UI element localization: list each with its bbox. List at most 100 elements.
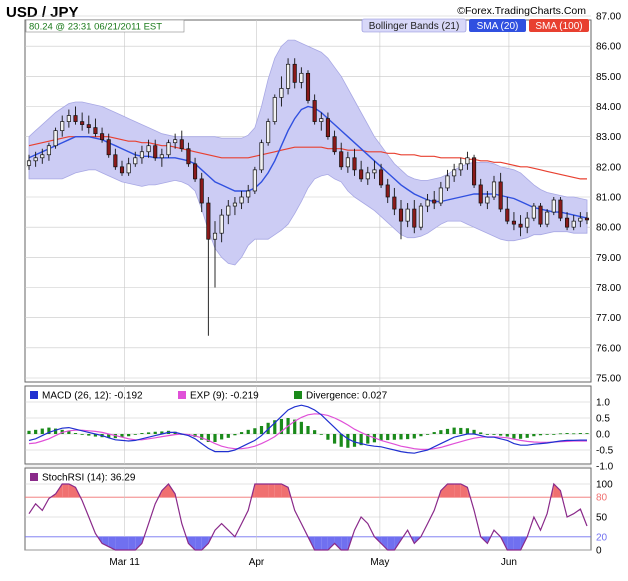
overbought-fill [447, 484, 455, 498]
price-y-axis: 75.00 76.00 77.00 78.00 79.00 80.00 81.00 82.00… [596, 12, 621, 385]
candle [286, 58, 291, 95]
candle-body-up [166, 142, 171, 156]
oversold-fill [321, 536, 328, 550]
divergence-bar [432, 432, 436, 434]
candle-body-up [266, 121, 271, 144]
divergence-bar [200, 434, 204, 440]
divergence-bar [452, 427, 456, 434]
stoch-zone-fills [50, 484, 563, 550]
candle [472, 154, 477, 188]
divergence-bar [425, 434, 430, 435]
candle [305, 70, 311, 104]
candle-body-down [558, 199, 563, 219]
macd-legend-swatch [30, 391, 38, 399]
divergence-legend-swatch [294, 391, 302, 399]
candle [438, 181, 443, 207]
candle [319, 112, 324, 131]
candle [312, 94, 317, 125]
overbought-fill [62, 484, 69, 498]
candle [119, 160, 125, 176]
overbought-fill [254, 484, 262, 498]
x-axis-label: Mar 11 [109, 557, 140, 568]
candle [458, 157, 463, 176]
divergence-bar [153, 431, 157, 434]
oversold-fill [381, 536, 388, 550]
candle-body-down [511, 220, 516, 225]
candle [465, 151, 470, 170]
divergence-bar [146, 432, 151, 434]
candle-body-up [60, 121, 65, 131]
macd-panel-frame [24, 385, 592, 465]
candle [199, 172, 204, 213]
candle-body-down [73, 115, 78, 122]
candle-body-up [299, 72, 304, 83]
divergence-bar [399, 434, 403, 440]
candle-body-down [186, 148, 191, 165]
candle-body-up [259, 142, 264, 171]
candle-body-up [551, 199, 556, 213]
oversold-fill [513, 536, 521, 550]
candle-body-up [458, 163, 463, 171]
candle [139, 145, 144, 164]
divergence-bar [93, 434, 98, 437]
oversold-fill [128, 536, 136, 550]
candle [226, 200, 231, 225]
candle [379, 163, 384, 188]
candle-body-down [379, 169, 384, 186]
divergence-bar [273, 420, 277, 434]
divergence-bar [459, 427, 463, 434]
candle-body-down [392, 196, 397, 210]
candle-body-up [133, 157, 138, 165]
divergence-bar [505, 434, 509, 437]
divergence-bar [306, 426, 310, 434]
exp-legend-label: EXP (9): -0.219 [190, 391, 259, 402]
candle [166, 139, 171, 158]
price-panel: 75.00 76.00 77.00 78.00 79.00 80.00 81.00 82.00… [24, 12, 621, 385]
candle-body-up [286, 63, 291, 89]
candle-body-up [279, 88, 284, 98]
oversold-fill [195, 536, 202, 550]
macd-y-axis: -1.0 -0.5 0.0 0.5 1.0 [596, 398, 614, 473]
candle-body-up [33, 157, 38, 162]
price-tick-label: 76.00 [596, 343, 621, 354]
candle-body-up [545, 211, 550, 225]
candle-body-down [93, 127, 98, 135]
candle-body-up [246, 190, 251, 198]
stoch-tick-label: 80 [596, 493, 608, 504]
divergence-bar [406, 434, 410, 440]
price-tick-label: 81.00 [596, 193, 621, 204]
overbought-fill [281, 484, 289, 498]
candle [412, 200, 417, 234]
legend-sma100-label: SMA (100) [535, 21, 582, 32]
oversold-fill [201, 536, 209, 550]
divergence-bar [40, 428, 44, 434]
candle-body-up [239, 196, 244, 204]
candle-body-up [53, 130, 58, 147]
candle-body-down [86, 124, 91, 128]
legend-bb-label: Bollinger Bands (21) [369, 21, 460, 32]
candle [146, 139, 151, 158]
divergence-bar [293, 419, 297, 434]
candle-body-up [219, 214, 224, 234]
candle [392, 187, 397, 216]
divergence-bar [53, 428, 58, 434]
candle-body-up [173, 139, 178, 144]
oversold-fill [115, 536, 122, 550]
candle [179, 130, 184, 152]
candle [73, 106, 78, 125]
oversold-fill [341, 536, 348, 550]
macd-tick-label: -1.0 [596, 462, 614, 473]
divergence-bar [558, 433, 563, 435]
divergence-bar [246, 429, 250, 434]
candle [133, 151, 138, 167]
price-tick-label: 82.00 [596, 162, 621, 173]
candle [511, 212, 516, 231]
candle-body-up [578, 217, 583, 222]
stoch-y-axis: 0 20 50 80 100 [596, 480, 613, 557]
sma100-line [28, 136, 587, 180]
candle [359, 160, 364, 182]
macd-tick-label: 0.0 [596, 430, 610, 441]
candle-body-down [412, 208, 417, 228]
price-tick-label: 78.00 [596, 283, 621, 294]
brand-label: ©Forex.TradingCharts.Com [457, 5, 586, 17]
